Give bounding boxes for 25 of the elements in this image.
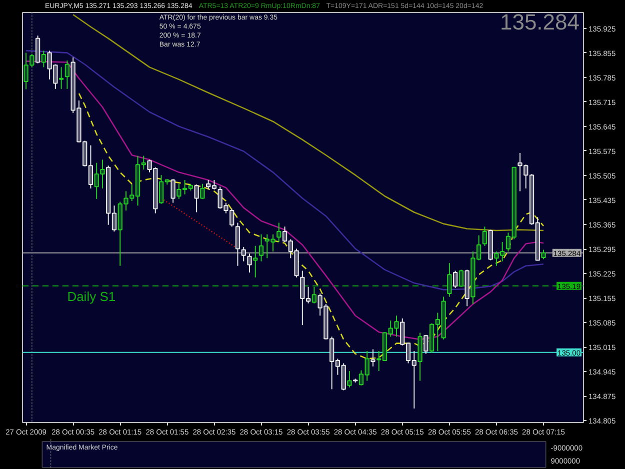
candlestick — [235, 222, 240, 266]
annotation: 135.284 — [500, 10, 580, 34]
candlestick — [58, 66, 64, 90]
candlestick — [370, 348, 376, 367]
candlestick — [312, 286, 316, 304]
candlestick — [452, 270, 458, 288]
candlestick — [35, 35, 40, 64]
candlestick — [258, 234, 264, 262]
candlestick — [241, 246, 246, 262]
candlestick — [41, 50, 46, 68]
candlestick — [253, 245, 258, 278]
candlestick — [64, 60, 70, 90]
line-series — [25, 50, 544, 290]
candlestick — [458, 269, 464, 288]
candlestick — [194, 184, 199, 213]
candlestick — [424, 334, 428, 354]
candlestick — [200, 183, 205, 200]
candlestick — [482, 226, 488, 246]
candlestick — [447, 262, 452, 298]
candlestick — [170, 178, 176, 204]
candlestick — [276, 222, 282, 243]
annotation: Daily S1 — [67, 288, 116, 304]
candlestick — [247, 253, 252, 274]
candlestick — [541, 249, 546, 260]
candlestick — [347, 370, 352, 388]
